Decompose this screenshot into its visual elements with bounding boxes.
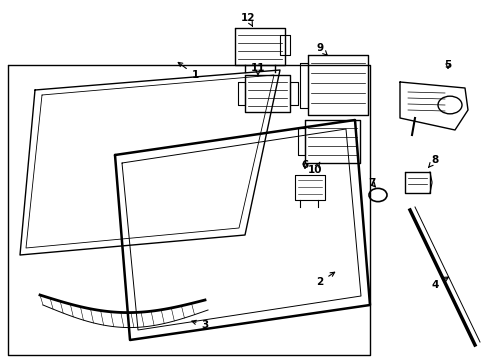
- Text: 6: 6: [301, 160, 308, 170]
- Text: 8: 8: [427, 155, 438, 167]
- Text: 4: 4: [430, 277, 447, 290]
- Text: 10: 10: [307, 162, 322, 175]
- Text: 11: 11: [250, 63, 264, 76]
- Text: 7: 7: [367, 178, 375, 188]
- Text: 2: 2: [316, 272, 334, 287]
- Text: 12: 12: [240, 13, 255, 26]
- Text: 5: 5: [444, 60, 451, 70]
- Text: 9: 9: [316, 43, 326, 55]
- Text: 3: 3: [191, 320, 208, 330]
- Text: 1: 1: [178, 62, 198, 80]
